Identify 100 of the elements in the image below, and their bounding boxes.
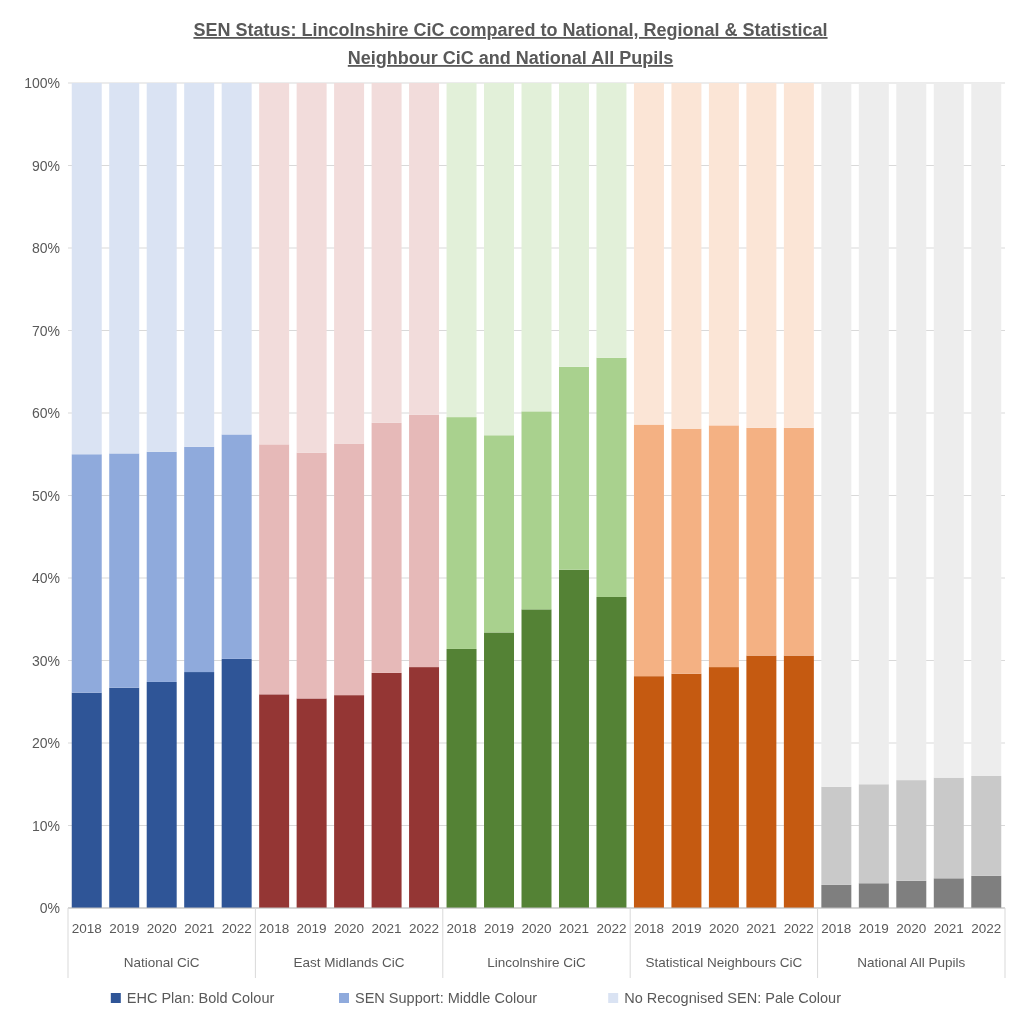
bar [446,648,477,908]
bar [184,672,215,908]
bar [558,569,589,908]
bar [221,434,252,659]
legend-label: No Recognised SEN: Pale Colour [624,990,842,1006]
bar [933,83,964,778]
x-tick-label: 2018 [821,921,852,936]
x-tick-label: 2021 [371,921,402,936]
y-tick-label: 80% [31,240,60,256]
bar [184,83,215,447]
bar [146,83,177,452]
bar [971,776,1002,876]
text: Lincolnshire CiC [487,955,586,970]
x-tick-label: 2019 [671,921,702,936]
text: Statistical Neighbours CiC [645,955,803,970]
bar [896,83,927,781]
bar [933,777,964,879]
text: National CiC [123,955,200,970]
x-tick-label: 2018 [259,921,290,936]
x-tick-label: 2021 [933,921,964,936]
bar [109,453,140,688]
bar [146,451,177,682]
bar [146,681,177,908]
bar [633,83,664,425]
x-tick-label: 2022 [596,921,627,936]
bar [671,428,702,674]
x-tick-label: 2018 [71,921,102,936]
text: East Midlands CiC [293,955,405,970]
bar [334,695,365,908]
bar [896,780,927,881]
text: National All Pupils [857,955,966,970]
bar [633,676,664,908]
bar [708,83,739,426]
x-tick-label: 2020 [896,921,927,936]
legend-label: EHC Plan: Bold Colour [126,990,275,1006]
bar [671,673,702,908]
y-tick-label: 0% [39,900,60,916]
bar [746,427,777,656]
bar [858,784,889,884]
x-tick-label: 2019 [296,921,327,936]
bar [671,83,702,429]
legend-label: SEN Support: Middle Colour [355,990,538,1006]
x-tick-label: 2021 [558,921,589,936]
bar [896,880,927,908]
x-tick-label: 2020 [521,921,552,936]
bar [484,83,515,436]
bar [746,83,777,428]
bar [221,658,252,908]
x-tick-label: 2020 [334,921,365,936]
bar [334,83,365,444]
bar [708,425,739,668]
y-tick-label: 20% [31,735,60,751]
y-tick-label: 30% [31,652,60,669]
bar [596,596,627,908]
x-tick-label: 2018 [446,921,477,936]
bar [109,83,140,454]
bar [858,83,889,785]
bar [521,609,552,908]
bar [558,83,589,367]
bar [971,875,1002,908]
bar [109,687,140,908]
bar [71,83,102,455]
bar [409,667,440,908]
bar [821,786,852,885]
y-tick-label: 70% [31,322,60,339]
y-tick-label: 10% [31,817,60,834]
bar [296,452,327,699]
x-tick-label: 2021 [184,921,215,936]
bar [783,655,814,908]
bar [259,444,290,695]
bar [821,884,852,908]
bar [334,443,365,696]
x-tick-label: 2019 [109,921,140,936]
bar [783,427,814,656]
bar [521,83,552,412]
bar [821,83,852,787]
bar [446,83,477,418]
bar [446,417,477,649]
y-tick-label: 60% [31,405,60,421]
bar [296,83,327,453]
bar [858,883,889,908]
bar [596,83,627,358]
x-tick-label: 2022 [783,921,814,936]
bar [708,667,739,908]
x-tick-label: 2018 [633,921,664,936]
x-tick-label: 2022 [971,921,1002,936]
bar [259,83,290,445]
bar [746,655,777,908]
bar [296,698,327,908]
bar [371,83,402,423]
bar [71,454,102,693]
bar [783,83,814,428]
bar [558,366,589,570]
y-tick-label: 90% [31,157,60,174]
bar [633,424,664,677]
bar [596,357,627,597]
bar [184,446,215,673]
x-tick-label: 2020 [708,921,739,936]
bar [971,83,1002,776]
bar [484,632,515,908]
